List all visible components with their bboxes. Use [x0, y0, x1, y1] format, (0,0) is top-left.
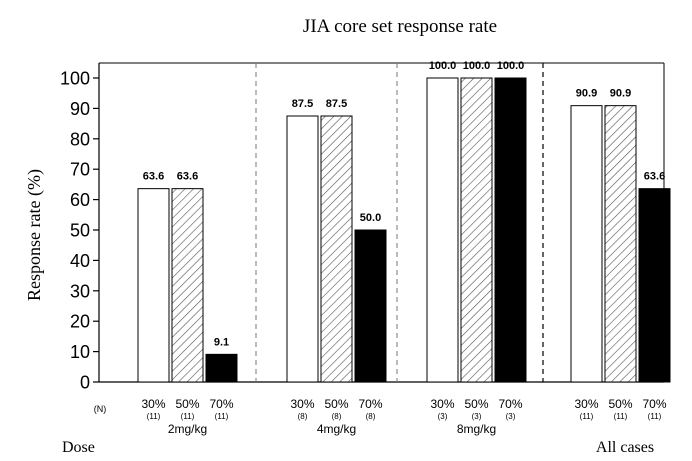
bar [604, 105, 637, 383]
group-label: 4mg/kg [317, 422, 356, 436]
y-tick-label: 90 [70, 99, 90, 119]
chart-title: JIA core set response rate [303, 16, 497, 37]
series-level-label: 50% [608, 397, 632, 411]
bar [171, 188, 204, 383]
series-level-label: 30% [141, 397, 165, 411]
y-tick-label: 70 [70, 160, 90, 180]
bar [286, 115, 319, 383]
bar-value-label: 50.0 [360, 212, 381, 224]
series-level-label: 30% [290, 397, 314, 411]
series-level-label: 50% [324, 397, 348, 411]
series-level-label: 50% [175, 397, 199, 411]
y-tick-label: 10 [70, 342, 90, 362]
y-tick-label: 60 [70, 190, 90, 210]
y-tick-label: 50 [70, 221, 90, 241]
dose-label: Dose [62, 439, 95, 456]
bar-value-label: 63.6 [143, 171, 164, 183]
n-label: (N) [94, 404, 107, 414]
bar-value-label: 100.0 [497, 60, 525, 72]
bar-value-label: 90.9 [610, 88, 631, 100]
n-count-label: (11) [580, 412, 594, 421]
bar [137, 188, 170, 383]
series-level-label: 70% [642, 397, 666, 411]
bar [570, 105, 603, 383]
bar-value-label: 100.0 [463, 60, 491, 72]
n-count-label: (8) [332, 412, 342, 421]
series-level-label: 70% [498, 397, 522, 411]
bar [494, 77, 527, 383]
bar-value-label: 87.5 [292, 98, 313, 110]
bar-value-label: 9.1 [214, 336, 229, 348]
bar [638, 188, 671, 383]
n-count-label: (11) [147, 412, 161, 421]
bar-value-label: 90.9 [576, 88, 597, 100]
y-tick-label: 40 [70, 251, 90, 271]
bar-value-label: 100.0 [429, 60, 457, 72]
series-level-label: 70% [358, 397, 382, 411]
group-label: All cases [596, 439, 654, 456]
group-label: 2mg/kg [168, 422, 207, 436]
n-count-label: (8) [298, 412, 308, 421]
y-axis-label: Response rate (%) [24, 169, 45, 301]
bar-value-label: 63.6 [644, 171, 665, 183]
bar [320, 115, 353, 383]
bar [205, 353, 238, 383]
bar [460, 77, 493, 383]
series-level-label: 50% [464, 397, 488, 411]
y-tick-label: 0 [80, 373, 90, 393]
n-count-label: (3) [438, 412, 448, 421]
series-level-label: 30% [430, 397, 454, 411]
n-count-label: (11) [648, 412, 662, 421]
n-count-label: (3) [472, 412, 482, 421]
n-count-label: (8) [366, 412, 376, 421]
group-label: 8mg/kg [457, 422, 496, 436]
n-count-label: (11) [215, 412, 229, 421]
series-level-label: 30% [574, 397, 598, 411]
bar-value-label: 63.6 [177, 171, 198, 183]
bar [426, 77, 459, 383]
y-tick-label: 100 [60, 69, 90, 89]
n-count-label: (3) [506, 412, 516, 421]
y-tick-label: 80 [70, 129, 90, 149]
series-level-label: 70% [209, 397, 233, 411]
y-tick-label: 20 [70, 312, 90, 332]
bar-value-label: 87.5 [326, 98, 347, 110]
n-count-label: (11) [614, 412, 628, 421]
y-tick-label: 30 [70, 281, 90, 301]
n-count-label: (11) [181, 412, 195, 421]
bar [354, 229, 387, 383]
